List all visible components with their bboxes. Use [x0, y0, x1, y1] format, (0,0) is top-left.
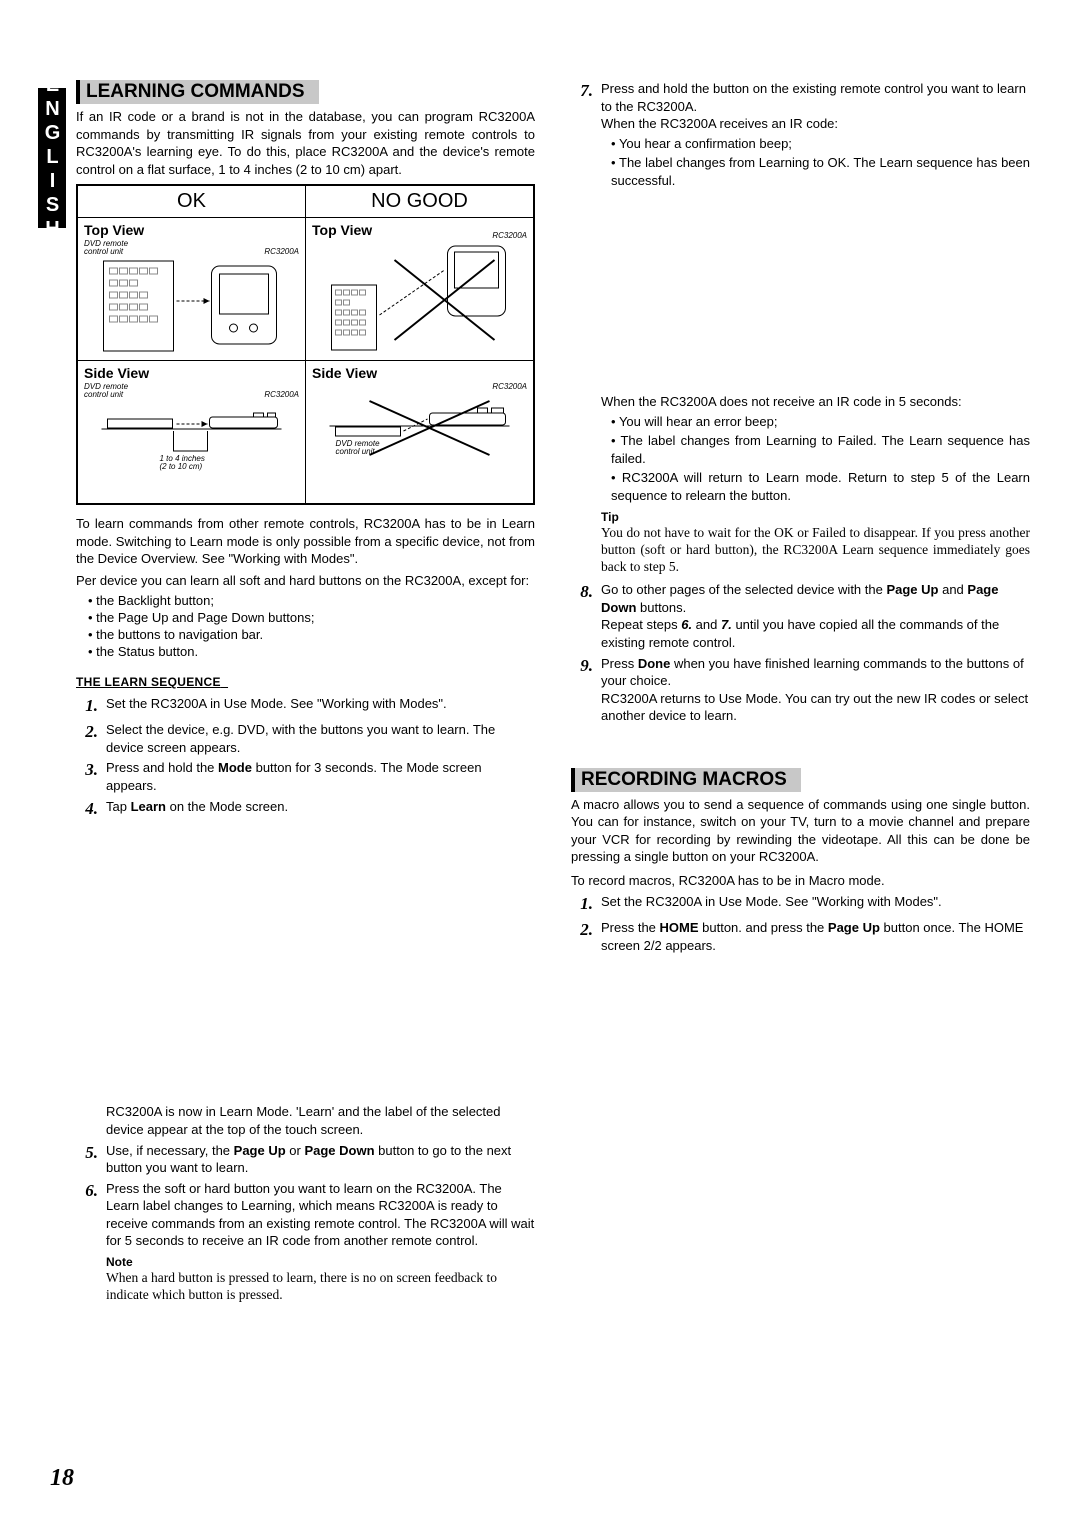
page-number: 18: [50, 1465, 74, 1492]
step-text: Select the device, e.g. DVD, with the bu…: [106, 721, 535, 756]
ir-received-bullets: You hear a confirmation beep; The label …: [601, 135, 1030, 190]
tip-body: You do not have to wait for the OK or Fa…: [601, 525, 1030, 576]
exceptions-list: the Backlight button; the Page Up and Pa…: [76, 593, 535, 659]
list-item: the buttons to navigation bar.: [88, 627, 535, 642]
step-number: 8.: [571, 581, 593, 651]
svg-text:(2 to 10 cm): (2 to 10 cm): [160, 462, 203, 471]
cell-ok-side: Side View DVD remote control unit RC3200…: [77, 361, 306, 505]
nogood-top-diagram: [312, 240, 527, 340]
learn-steps: 1. Set the RC3200A in Use Mode. See "Wor…: [76, 695, 535, 820]
step-number: 2.: [76, 721, 98, 756]
note-label: Note: [106, 1254, 535, 1270]
step-text: RC3200A is now in Learn Mode. 'Learn' an…: [106, 1103, 535, 1138]
after-table-p2: Per device you can learn all soft and ha…: [76, 572, 535, 590]
list-item: You hear a confirmation beep;: [611, 135, 1030, 153]
cell-sub: control unit: [84, 391, 128, 399]
nogood-side-diagram: DVD remote control unit: [312, 391, 527, 491]
step-number: 3.: [76, 759, 98, 794]
header-ok: OK: [77, 185, 306, 218]
step-number: 1.: [76, 695, 98, 718]
step-text: Press Done when you have finished learni…: [601, 655, 1030, 725]
step-number: 6.: [76, 1180, 98, 1304]
cell-sub: RC3200A: [264, 391, 299, 399]
ok-side-diagram: 1 to 4 inches (2 to 10 cm): [84, 399, 299, 499]
learn-steps-right: 7. Press and hold the button on the exis…: [571, 80, 1030, 725]
step-text: Press and hold the button on the existin…: [601, 80, 1030, 575]
step-1: 1. Set the RC3200A in Use Mode. See "Wor…: [571, 893, 1030, 916]
ok-top-diagram: [84, 256, 299, 356]
macros-intro: A macro allows you to send a sequence of…: [571, 796, 1030, 866]
macro-steps: 1. Set the RC3200A in Use Mode. See "Wor…: [571, 893, 1030, 954]
image-placeholder: [601, 193, 1030, 393]
step-text: Set the RC3200A in Use Mode. See "Workin…: [601, 893, 1030, 916]
step-8: 8. Go to other pages of the selected dev…: [571, 581, 1030, 651]
step-number: [76, 1103, 98, 1138]
note-body: When a hard button is pressed to learn, …: [106, 1270, 535, 1304]
cell-label: Side View: [84, 365, 299, 381]
cell-nogood-top: Top View RC3200A: [306, 218, 535, 361]
section-title-learning: LEARNING COMMANDS: [76, 80, 319, 104]
learn-seq-heading: THE LEARN SEQUENCE: [76, 675, 535, 689]
language-side-tab: ENGLISH: [38, 88, 66, 228]
learn-steps-cont: RC3200A is now in Learn Mode. 'Learn' an…: [76, 1103, 535, 1303]
step-1: 1. Set the RC3200A in Use Mode. See "Wor…: [76, 695, 535, 718]
step-9: 9. Press Done when you have finished lea…: [571, 655, 1030, 725]
step-text: Go to other pages of the selected device…: [601, 581, 1030, 651]
step-text: Use, if necessary, the Page Up or Page D…: [106, 1142, 535, 1177]
step-number: 4.: [76, 798, 98, 821]
cell-label: Side View: [312, 365, 527, 381]
list-item: the Page Up and Page Down buttons;: [88, 610, 535, 625]
step-number: 2.: [571, 919, 593, 954]
cell-sub: RC3200A: [492, 232, 527, 240]
step-4: 4. Tap Learn on the Mode screen.: [76, 798, 535, 821]
list-item: the Backlight button;: [88, 593, 535, 608]
positioning-diagram-table: OK NO GOOD Top View DVD remote control u…: [76, 184, 535, 505]
image-placeholder: [76, 823, 535, 1103]
step-text: Press and hold the Mode button for 3 sec…: [106, 759, 535, 794]
learning-intro: If an IR code or a brand is not in the d…: [76, 108, 535, 178]
two-column-layout: LEARNING COMMANDS If an IR code or a bra…: [50, 80, 1030, 1307]
header-nogood: NO GOOD: [306, 185, 535, 218]
step-text: Tap Learn on the Mode screen.: [106, 798, 535, 821]
step-2: 2. Press the HOME button. and press the …: [571, 919, 1030, 954]
macros-p2: To record macros, RC3200A has to be in M…: [571, 872, 1030, 890]
list-item: RC3200A will return to Learn mode. Retur…: [611, 469, 1030, 504]
step-continuation: RC3200A is now in Learn Mode. 'Learn' an…: [76, 1103, 535, 1138]
cell-nogood-side: Side View RC3200A DVD remote control uni…: [306, 361, 535, 505]
right-column: 7. Press and hold the button on the exis…: [571, 80, 1030, 1307]
list-item: The label changes from Learning to Faile…: [611, 432, 1030, 467]
tip-label: Tip: [601, 509, 1030, 525]
cell-sub: RC3200A: [264, 248, 299, 256]
step-text: Press the HOME button. and press the Pag…: [601, 919, 1030, 954]
step-number: 5.: [76, 1142, 98, 1177]
step-text: Set the RC3200A in Use Mode. See "Workin…: [106, 695, 535, 718]
ir-failed-bullets: You will hear an error beep; The label c…: [601, 413, 1030, 505]
cell-label: Top View: [84, 222, 299, 238]
cell-sub: control unit: [84, 248, 128, 256]
step-number: 7.: [571, 80, 593, 575]
list-item: You will hear an error beep;: [611, 413, 1030, 431]
cell-sub: RC3200A: [312, 383, 527, 391]
left-column: LEARNING COMMANDS If an IR code or a bra…: [50, 80, 535, 1307]
step-7: 7. Press and hold the button on the exis…: [571, 80, 1030, 575]
cell-label: Top View: [312, 222, 372, 238]
step-6: 6. Press the soft or hard button you wan…: [76, 1180, 535, 1304]
step-number: 9.: [571, 655, 593, 725]
step-number: 1.: [571, 893, 593, 916]
cell-ok-top: Top View DVD remote control unit RC3200A: [77, 218, 306, 361]
after-table-p1: To learn commands from other remote cont…: [76, 515, 535, 568]
list-item: the Status button.: [88, 644, 535, 659]
step-5: 5. Use, if necessary, the Page Up or Pag…: [76, 1142, 535, 1177]
step-2: 2. Select the device, e.g. DVD, with the…: [76, 721, 535, 756]
step-3: 3. Press and hold the Mode button for 3 …: [76, 759, 535, 794]
list-item: The label changes from Learning to OK. T…: [611, 154, 1030, 189]
step-text: Press the soft or hard button you want t…: [106, 1180, 535, 1304]
section-title-macros: RECORDING MACROS: [571, 768, 801, 792]
